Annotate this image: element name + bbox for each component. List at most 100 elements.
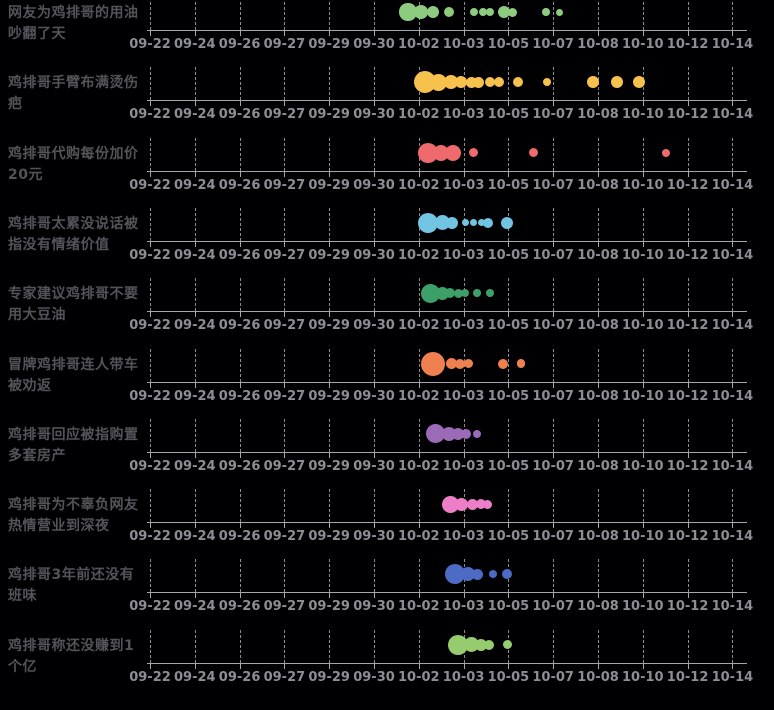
heat-bubble[interactable]: [610, 76, 623, 89]
heat-bubble[interactable]: [471, 568, 483, 580]
axis-tick-label: 10-02: [398, 669, 440, 685]
axis-tick-label: 10-14: [711, 458, 754, 474]
axis-tick-label: 09-29: [308, 599, 350, 615]
heat-bubble[interactable]: [662, 148, 671, 157]
heat-bubble[interactable]: [516, 359, 526, 368]
heat-bubble[interactable]: [484, 639, 495, 650]
heat-bubble[interactable]: [461, 567, 476, 582]
heat-bubble[interactable]: [465, 76, 477, 88]
heat-bubble[interactable]: [486, 8, 495, 16]
timeline-row: 鸡排哥回应被指购置 多套房产 09-22 09-24 09-26 09-27 09-29 09…: [0, 418, 774, 489]
heat-bubble[interactable]: [399, 3, 417, 21]
heat-bubble[interactable]: [475, 638, 488, 651]
heat-bubble[interactable]: [418, 142, 439, 163]
axis-tick: [374, 593, 375, 599]
x-axis-line: [147, 662, 747, 664]
vertical-gridline: [418, 629, 420, 663]
heat-bubble[interactable]: [463, 637, 479, 653]
heat-bubble[interactable]: [485, 77, 496, 88]
heat-bubble[interactable]: [426, 5, 440, 19]
heat-bubble[interactable]: [473, 289, 481, 297]
axis-tick: [329, 101, 331, 107]
heat-bubble[interactable]: [493, 77, 504, 88]
heat-bubble[interactable]: [529, 148, 539, 158]
heat-bubble[interactable]: [482, 217, 493, 228]
axis-tick-label: 10-10: [622, 37, 664, 52]
axis-tick: [239, 101, 241, 107]
heat-bubble[interactable]: [430, 73, 448, 91]
heat-bubble[interactable]: [462, 219, 470, 227]
axis-tick: [463, 663, 465, 669]
axis-tick-label: 10-08: [577, 458, 619, 474]
heat-bubble[interactable]: [502, 569, 513, 580]
heat-bubble[interactable]: [497, 6, 510, 18]
heat-bubble[interactable]: [466, 498, 478, 510]
heat-bubble[interactable]: [556, 8, 564, 16]
heat-bubble[interactable]: [542, 78, 552, 87]
axis-tick-label: 09-30: [353, 669, 395, 685]
heat-bubble[interactable]: [508, 7, 518, 17]
heat-bubble[interactable]: [478, 8, 487, 16]
heat-bubble[interactable]: [489, 570, 498, 579]
axis-tick: [150, 523, 151, 529]
heat-bubble[interactable]: [441, 495, 459, 513]
heat-bubble[interactable]: [498, 358, 509, 369]
heat-bubble[interactable]: [455, 358, 466, 369]
heat-bubble[interactable]: [469, 148, 479, 158]
heat-bubble[interactable]: [470, 219, 478, 227]
heat-bubble[interactable]: [503, 640, 513, 650]
heat-bubble[interactable]: [512, 77, 523, 88]
axis-tick: [150, 101, 151, 107]
heat-bubble[interactable]: [632, 76, 645, 89]
heat-bubble[interactable]: [444, 75, 459, 90]
heat-bubble[interactable]: [445, 216, 458, 229]
heat-bubble[interactable]: [453, 288, 463, 298]
axis-tick: [642, 171, 644, 177]
axis-tick-label: 10-03: [442, 669, 485, 685]
heat-bubble[interactable]: [473, 429, 482, 438]
axis-tick: [508, 523, 510, 529]
timeline-row: 鸡排哥为不辜负网友 热情营业到深夜 09-22 09-24 09-26 09-27 09-2…: [0, 488, 774, 559]
axis-tick-label: 09-22: [129, 37, 171, 52]
heat-bubble[interactable]: [455, 497, 469, 511]
axis-tick-label: 10-07: [532, 318, 574, 334]
topic-label-line: 20元: [8, 166, 43, 183]
heat-bubble[interactable]: [445, 564, 466, 585]
heat-bubble[interactable]: [477, 219, 485, 227]
axis-tick: [194, 31, 196, 36]
vertical-gridline: [374, 0, 375, 30]
vertical-gridline: [150, 418, 151, 452]
heat-bubble[interactable]: [483, 499, 493, 509]
heat-bubble[interactable]: [426, 424, 446, 444]
heat-bubble[interactable]: [501, 216, 514, 229]
heat-bubble[interactable]: [486, 289, 494, 297]
heat-bubble[interactable]: [587, 76, 600, 89]
heat-bubble[interactable]: [448, 634, 469, 655]
heat-bubble[interactable]: [476, 499, 487, 510]
heat-bubble[interactable]: [421, 351, 446, 376]
topic-label-line: 鸡排哥代购每份加价: [8, 145, 139, 162]
heat-bubble[interactable]: [413, 4, 429, 20]
heat-bubble[interactable]: [469, 8, 478, 16]
heat-bubble[interactable]: [434, 215, 450, 231]
axis-tick: [508, 593, 510, 599]
heat-bubble[interactable]: [420, 283, 440, 303]
heat-bubble[interactable]: [444, 144, 461, 161]
axis-tick-label: 10-10: [622, 669, 664, 685]
axis-tick-label: 10-12: [666, 458, 709, 474]
heat-bubble[interactable]: [445, 358, 457, 369]
timeline-row: 网友为鸡排哥的用油 吵翻了天 09-22 09-24 09-26 09-27 09-29 09…: [0, 0, 774, 67]
heat-bubble[interactable]: [443, 7, 454, 17]
axis-tick: [194, 382, 196, 388]
vertical-gridline: [194, 629, 196, 663]
heat-bubble[interactable]: [460, 428, 471, 439]
axis-tick-label: 10-12: [666, 669, 709, 685]
heat-bubble[interactable]: [445, 288, 456, 299]
heat-bubble[interactable]: [473, 76, 485, 88]
heat-bubble[interactable]: [418, 212, 439, 233]
heat-bubble[interactable]: [460, 288, 470, 298]
heat-bubble[interactable]: [454, 76, 467, 89]
heat-bubble[interactable]: [542, 8, 550, 16]
heat-bubble[interactable]: [463, 359, 473, 368]
axis-tick-label: 10-02: [398, 388, 440, 404]
